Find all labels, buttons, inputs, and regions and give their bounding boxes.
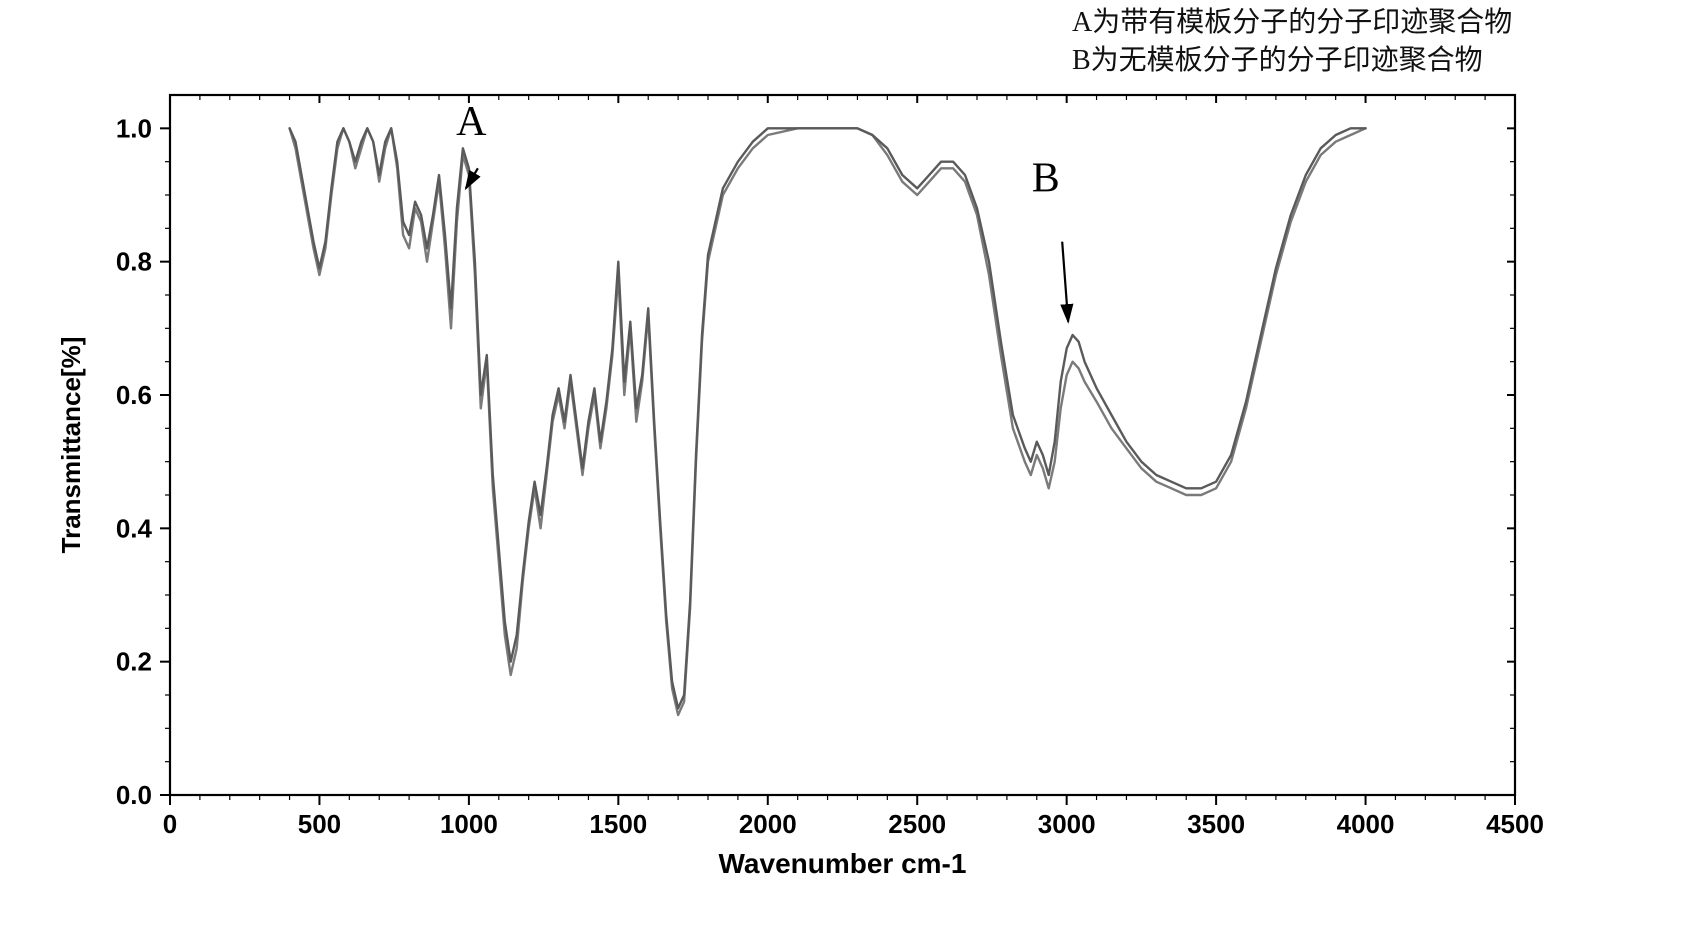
x-tick-label: 2500	[888, 809, 946, 839]
x-tick-label: 3500	[1187, 809, 1245, 839]
x-tick-label: 3000	[1038, 809, 1096, 839]
x-axis-label: Wavenumber cm-1	[719, 848, 967, 879]
annotation-B: B	[1032, 156, 1060, 202]
y-tick-label: 1.0	[116, 113, 152, 143]
x-tick-label: 4500	[1486, 809, 1544, 839]
y-tick-label: 0.2	[116, 647, 152, 677]
y-tick-label: 0.8	[116, 247, 152, 277]
legend: A为带有模板分子的分子印迹聚合物 B为无模板分子的分子印迹聚合物	[1072, 4, 1512, 80]
x-tick-label: 4000	[1337, 809, 1395, 839]
legend-line-a: A为带有模板分子的分子印迹聚合物	[1072, 4, 1512, 42]
x-tick-label: 500	[298, 809, 341, 839]
legend-line-b: B为无模板分子的分子印迹聚合物	[1072, 42, 1512, 80]
y-tick-label: 0.4	[116, 513, 153, 543]
y-tick-label: 0.6	[116, 380, 152, 410]
x-tick-label: 2000	[739, 809, 797, 839]
y-axis-label: Transmittance[%]	[56, 337, 86, 554]
plot-area	[170, 95, 1515, 795]
annotation-A: A	[456, 99, 487, 145]
x-tick-label: 1500	[589, 809, 647, 839]
spectrum-chart: 0 500 1000 1500 2000 2500 3000 3500 4000 4500 Wave…	[0, 0, 1683, 946]
x-tick-label: 0	[163, 809, 177, 839]
x-tick-label: 1000	[440, 809, 498, 839]
y-tick-label: 0.0	[116, 780, 152, 810]
